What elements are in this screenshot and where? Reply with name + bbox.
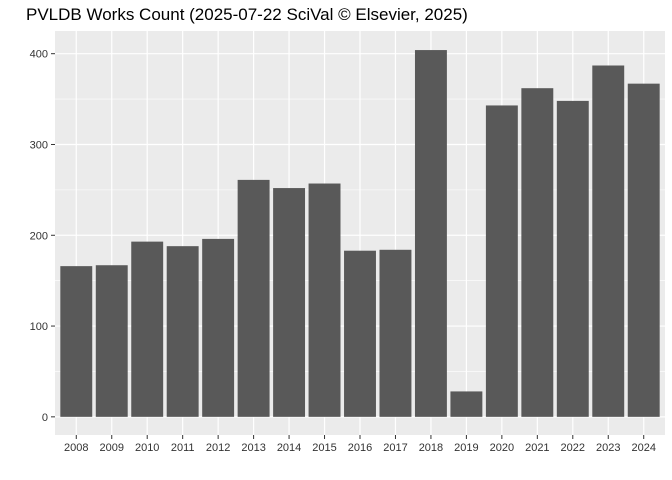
bars xyxy=(60,50,660,417)
x-tick-label: 2021 xyxy=(525,442,549,454)
y-tick-label: 0 xyxy=(42,412,48,424)
x-tick-label: 2015 xyxy=(312,442,336,454)
bar-2011 xyxy=(166,246,199,417)
x-tick-label: 2018 xyxy=(419,442,443,454)
x-tick-label: 2012 xyxy=(206,442,230,454)
x-tick-label: 2010 xyxy=(135,442,159,454)
x-tick-label: 2011 xyxy=(171,442,195,454)
bar-2016 xyxy=(344,250,376,417)
bar-2009 xyxy=(95,265,128,417)
x-tick-label: 2013 xyxy=(241,442,265,454)
x-tick-label: 2024 xyxy=(631,442,655,454)
x-tick-label: 2008 xyxy=(64,442,88,454)
bar-2013 xyxy=(237,179,270,417)
bar-2015 xyxy=(308,183,341,417)
bar-2023 xyxy=(592,65,625,417)
x-tick-label: 2009 xyxy=(100,442,124,454)
bar-2010 xyxy=(131,241,164,417)
bar-2012 xyxy=(202,238,235,417)
x-tick-label: 2016 xyxy=(348,442,372,454)
y-tick-label: 100 xyxy=(30,321,48,333)
bar-2022 xyxy=(556,100,589,417)
bar-2021 xyxy=(521,88,554,417)
bar-2017 xyxy=(379,249,412,417)
chart-title: PVLDB Works Count (2025-07-22 SciVal © E… xyxy=(26,5,468,24)
y-axis: 0 100 200 300 400 xyxy=(30,49,55,424)
bar-2019 xyxy=(450,391,483,417)
x-tick-label: 2014 xyxy=(277,442,301,454)
bar-2024 xyxy=(627,83,660,417)
x-tick-label: 2020 xyxy=(490,442,514,454)
y-tick-label: 200 xyxy=(30,230,48,242)
bar-2014 xyxy=(273,188,306,417)
x-axis: 2008 2009 2010 2011 2012 2013 2014 2015 2016 2017… xyxy=(64,435,656,454)
x-tick-label: 2017 xyxy=(383,442,407,454)
bar-2008 xyxy=(60,266,93,417)
x-tick-label: 2023 xyxy=(596,442,620,454)
x-tick-label: 2019 xyxy=(454,442,478,454)
x-tick-label: 2022 xyxy=(561,442,585,454)
bar-2020 xyxy=(485,105,518,417)
bar-2018 xyxy=(414,50,447,417)
y-tick-label: 400 xyxy=(30,49,48,61)
y-tick-label: 300 xyxy=(30,139,48,151)
